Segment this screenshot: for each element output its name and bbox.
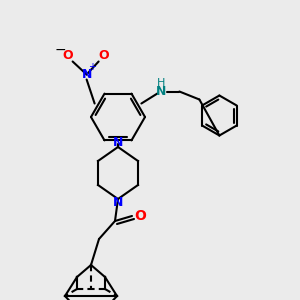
Text: −: − [55, 43, 66, 56]
Text: N: N [113, 196, 123, 209]
Text: N: N [81, 68, 92, 81]
Text: O: O [134, 209, 146, 223]
Text: O: O [98, 49, 109, 62]
Text: O: O [62, 49, 73, 62]
Text: N: N [156, 85, 167, 98]
Text: N: N [113, 136, 123, 149]
Text: +: + [88, 62, 96, 73]
Text: H: H [157, 79, 166, 88]
